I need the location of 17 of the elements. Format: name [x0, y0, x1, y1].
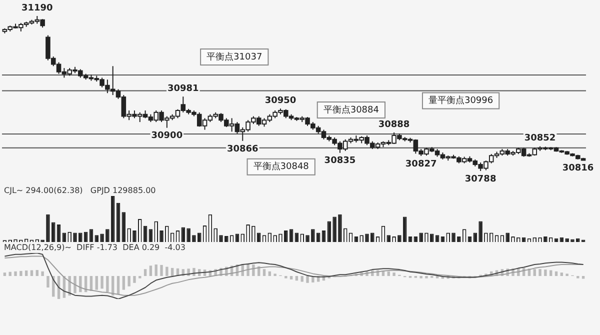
- annotation: 30827: [405, 159, 437, 170]
- text: MACD(12,26,9)~ DIFF -1.73 DEA 0.29 -4.03: [4, 243, 186, 252]
- annotation: 31190: [21, 3, 53, 14]
- annotation: 30981: [167, 84, 199, 94]
- annotation: 30816: [562, 164, 594, 174]
- ref-line-label: 平衡点30848: [253, 161, 310, 172]
- ref-line-label: 平衡点31037: [206, 51, 262, 62]
- annotation: 30788: [464, 174, 496, 184]
- annotation: 30900: [151, 131, 183, 142]
- ref-line-label: 量平衡点30996: [428, 95, 494, 106]
- text: CJL~ 294.00(62.38) GPJD 129885.00: [4, 186, 156, 196]
- annotation: 30866: [226, 144, 258, 154]
- annotation: 30950: [264, 96, 296, 106]
- annotation: 30852: [524, 134, 556, 144]
- annotation: 30888: [378, 120, 410, 130]
- ref-line-label: 平衡点30884: [323, 104, 380, 116]
- annotation: 30835: [324, 156, 356, 166]
